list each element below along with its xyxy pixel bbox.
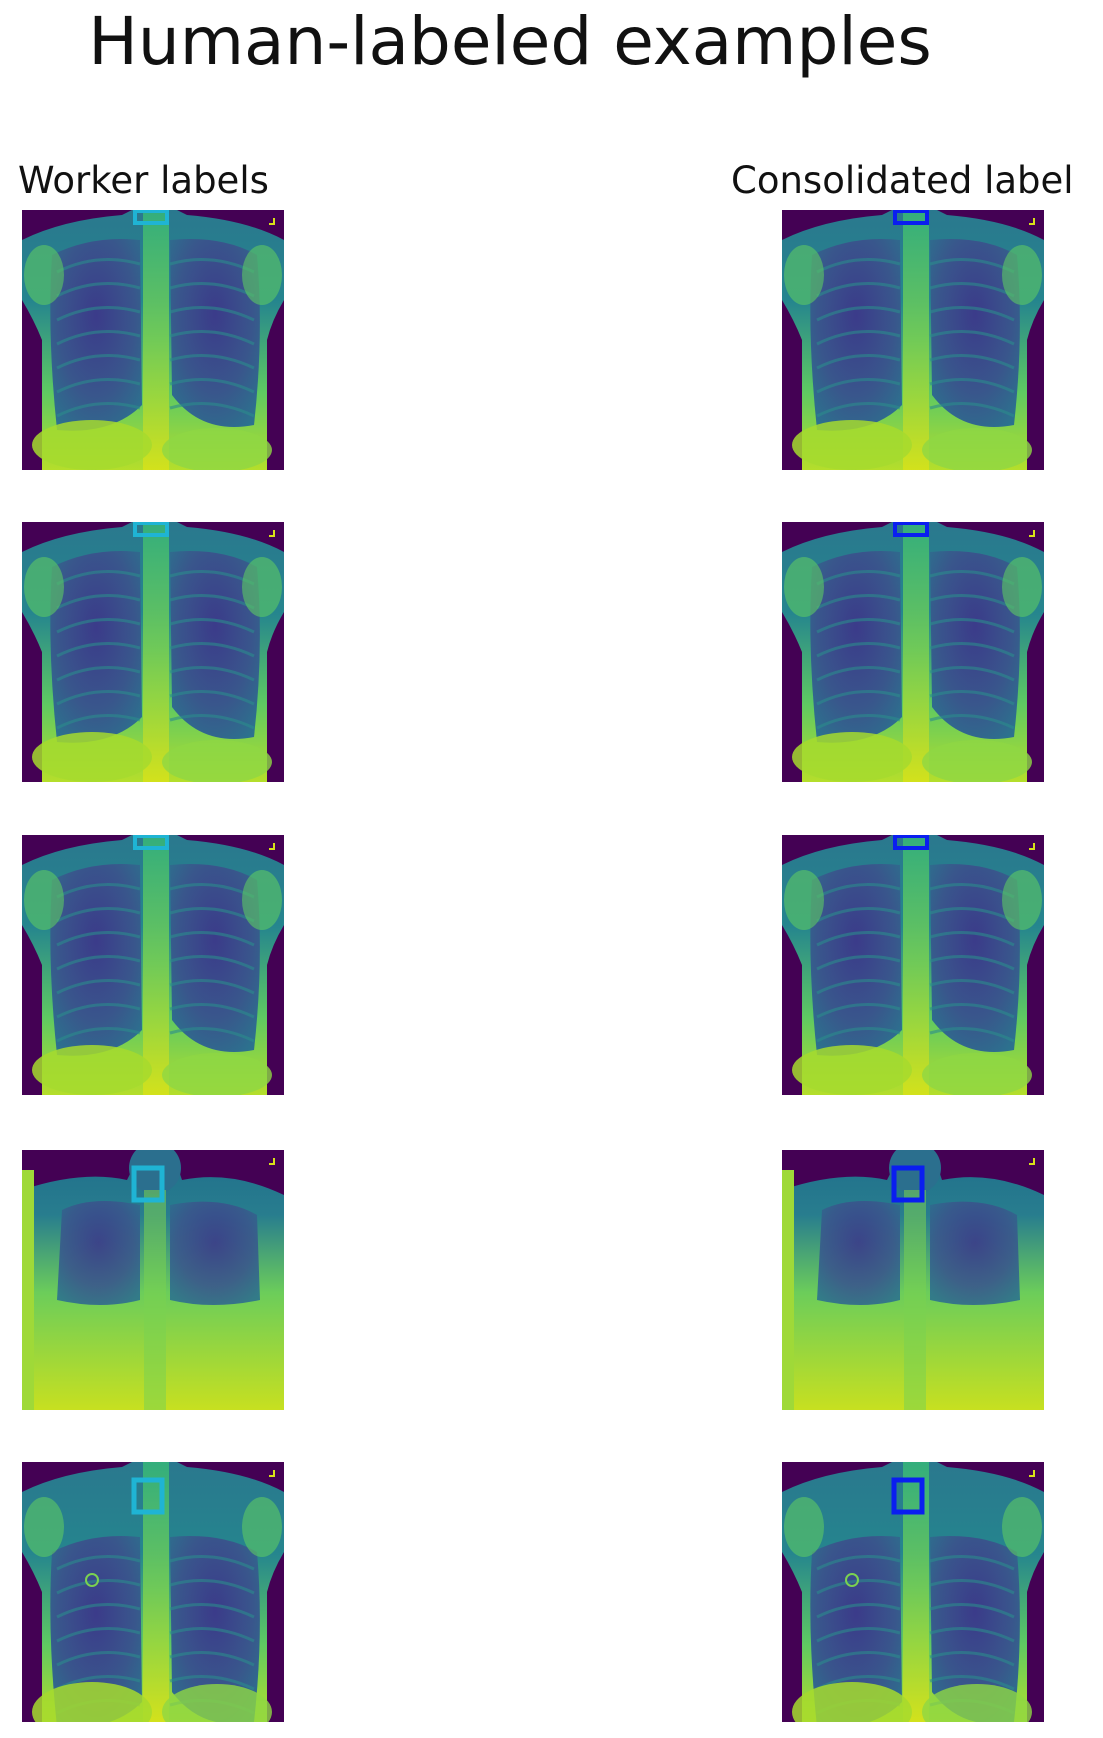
consolidated-label-image-2 [782,522,1044,782]
chest-xray [22,522,284,782]
consolidated-bounding-box [891,1165,925,1203]
chest-xray [22,1462,284,1722]
chest-xray [22,210,284,470]
worker-label-image-4 [22,1150,284,1410]
consolidated-bounding-box [893,210,929,225]
chest-xray [22,835,284,1095]
worker-bounding-box [133,210,169,225]
consolidated-label-image-4 [782,1150,1044,1410]
consolidated-bounding-box [891,1477,925,1515]
chest-xray [782,522,1044,782]
consolidated-label-heading: Consolidated label [731,159,1074,202]
consolidated-bounding-box [893,835,929,850]
worker-label-image-5 [22,1462,284,1722]
worker-bounding-box [131,1477,165,1515]
worker-bounding-box [133,835,169,850]
worker-label-image-2 [22,522,284,782]
chest-xray [782,1462,1044,1722]
worker-labels-heading: Worker labels [18,159,269,202]
worker-label-image-3 [22,835,284,1095]
figure-title: Human-labeled examples [88,3,932,80]
consolidated-label-image-1 [782,210,1044,470]
chest-xray [782,835,1044,1095]
consolidated-label-image-5 [782,1462,1044,1722]
consolidated-label-image-3 [782,835,1044,1095]
worker-bounding-box [133,522,169,537]
worker-label-image-1 [22,210,284,470]
chest-xray [22,1150,284,1410]
worker-bounding-box [131,1165,165,1203]
chest-xray [782,210,1044,470]
consolidated-bounding-box [893,522,929,537]
chest-xray [782,1150,1044,1410]
